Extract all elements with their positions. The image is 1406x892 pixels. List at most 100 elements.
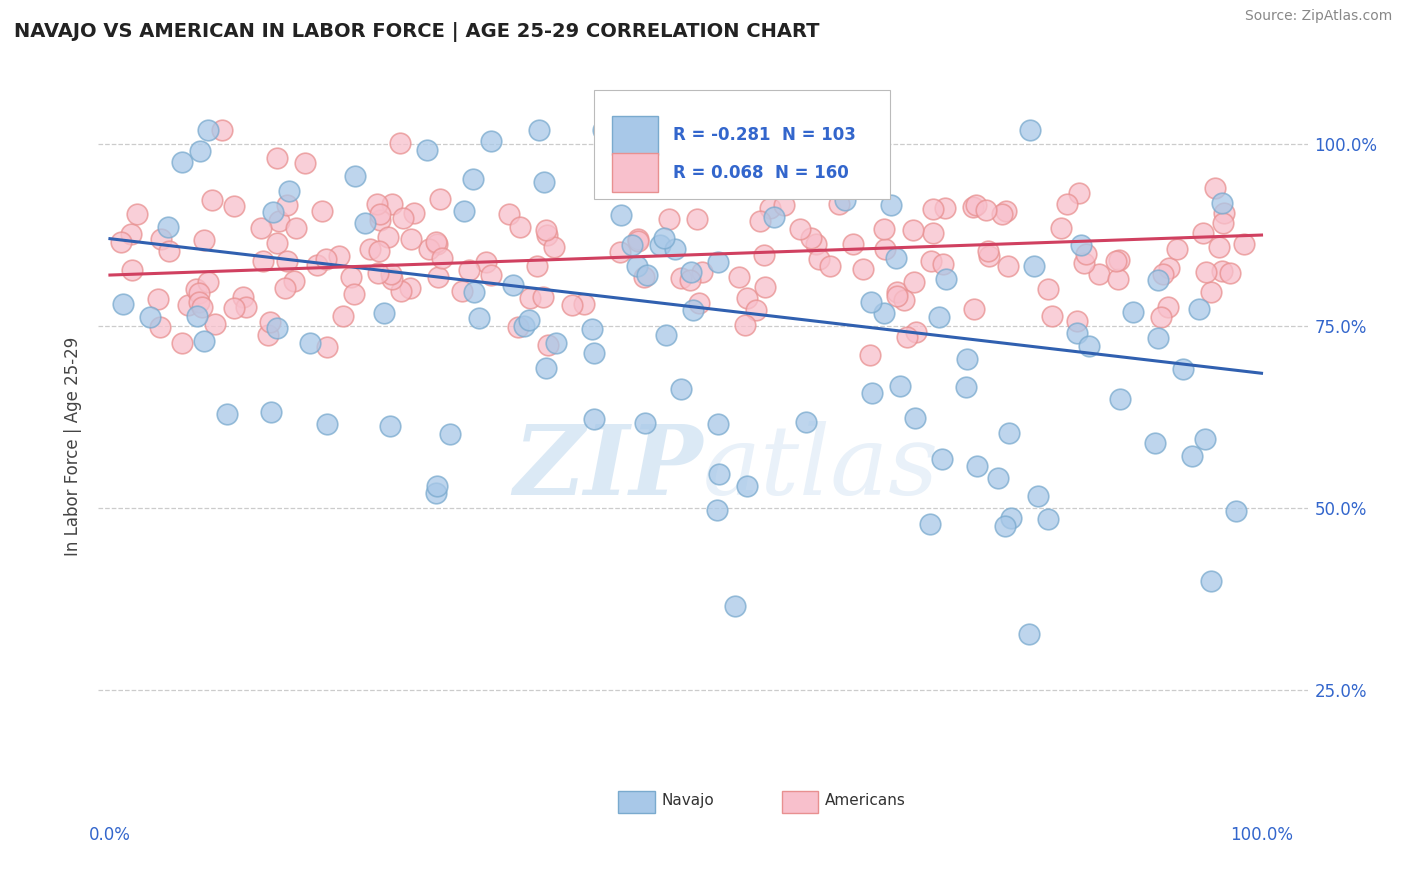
Point xyxy=(1036,282,1059,296)
Point xyxy=(896,330,918,344)
Point xyxy=(759,201,782,215)
Point xyxy=(609,245,631,260)
Point xyxy=(581,322,603,336)
Point xyxy=(381,197,404,211)
Point xyxy=(1181,449,1204,463)
Point xyxy=(828,197,851,211)
Point xyxy=(754,279,776,293)
Point xyxy=(273,281,295,295)
Point xyxy=(920,254,942,268)
Point xyxy=(519,291,541,305)
Point xyxy=(583,411,606,425)
Point xyxy=(513,318,536,333)
Point xyxy=(654,328,676,343)
Point xyxy=(734,318,756,333)
Point xyxy=(257,328,280,343)
Text: atlas: atlas xyxy=(703,422,939,516)
Point xyxy=(479,134,502,148)
Point xyxy=(920,516,942,531)
Point xyxy=(1056,197,1078,211)
Point xyxy=(193,334,215,348)
Point xyxy=(1166,242,1188,256)
Point xyxy=(904,410,927,425)
Point xyxy=(862,386,884,401)
Point xyxy=(688,296,710,310)
Point xyxy=(1192,226,1215,240)
Point xyxy=(1066,314,1088,328)
Point xyxy=(392,211,415,226)
Point xyxy=(187,286,209,301)
Point xyxy=(170,336,193,351)
Point xyxy=(1000,511,1022,525)
Point xyxy=(389,136,412,150)
Point xyxy=(773,198,796,212)
Text: Source: ZipAtlas.com: Source: ZipAtlas.com xyxy=(1244,9,1392,23)
Point xyxy=(381,272,404,286)
Point xyxy=(1108,252,1130,267)
Point xyxy=(690,264,713,278)
Point xyxy=(706,503,728,517)
Point xyxy=(735,478,758,492)
Point xyxy=(794,416,817,430)
Point xyxy=(1050,221,1073,235)
Point xyxy=(366,196,388,211)
Point xyxy=(962,200,984,214)
Point xyxy=(1026,490,1049,504)
Point xyxy=(859,295,882,310)
Point xyxy=(800,231,823,245)
Point xyxy=(517,313,540,327)
FancyBboxPatch shape xyxy=(782,790,818,814)
Text: ZIP: ZIP xyxy=(513,422,703,516)
Point xyxy=(1194,265,1216,279)
Point xyxy=(669,382,692,396)
Point xyxy=(509,220,531,235)
Point xyxy=(1171,361,1194,376)
Point xyxy=(804,237,827,252)
Point xyxy=(873,306,896,320)
Point xyxy=(749,214,772,228)
Point xyxy=(1147,330,1170,344)
Point xyxy=(808,252,831,266)
Point xyxy=(955,379,977,393)
Point xyxy=(592,122,614,136)
Point xyxy=(340,269,363,284)
Point xyxy=(994,519,1017,533)
Point xyxy=(156,219,179,234)
Point xyxy=(429,192,451,206)
Point xyxy=(211,122,233,136)
Text: R = 0.068  N = 160: R = 0.068 N = 160 xyxy=(672,163,849,181)
Point xyxy=(991,207,1014,221)
Point xyxy=(834,193,856,207)
Point xyxy=(125,206,148,220)
Point xyxy=(974,203,997,218)
Point xyxy=(707,255,730,269)
Point xyxy=(1066,326,1088,340)
Point xyxy=(150,232,173,246)
Point xyxy=(922,202,945,217)
Point xyxy=(901,223,924,237)
Point xyxy=(745,302,768,317)
Point xyxy=(935,272,957,286)
Y-axis label: In Labor Force | Age 25-29: In Labor Force | Age 25-29 xyxy=(65,336,83,556)
Point xyxy=(820,259,842,273)
Point xyxy=(1211,196,1233,211)
Point xyxy=(709,467,731,481)
Point xyxy=(187,294,209,309)
FancyBboxPatch shape xyxy=(595,90,890,199)
Point xyxy=(1150,310,1173,325)
Point xyxy=(1212,216,1234,230)
Point xyxy=(1219,266,1241,280)
Point xyxy=(191,300,214,314)
Point xyxy=(724,599,747,614)
Point xyxy=(1067,186,1090,201)
FancyBboxPatch shape xyxy=(613,116,658,154)
Point xyxy=(1107,272,1129,286)
Point xyxy=(463,172,485,186)
Point xyxy=(763,210,786,224)
Point xyxy=(536,227,558,242)
Point xyxy=(311,204,333,219)
Point xyxy=(343,169,366,183)
Point xyxy=(149,319,172,334)
Point xyxy=(389,284,412,298)
Point xyxy=(534,223,557,237)
